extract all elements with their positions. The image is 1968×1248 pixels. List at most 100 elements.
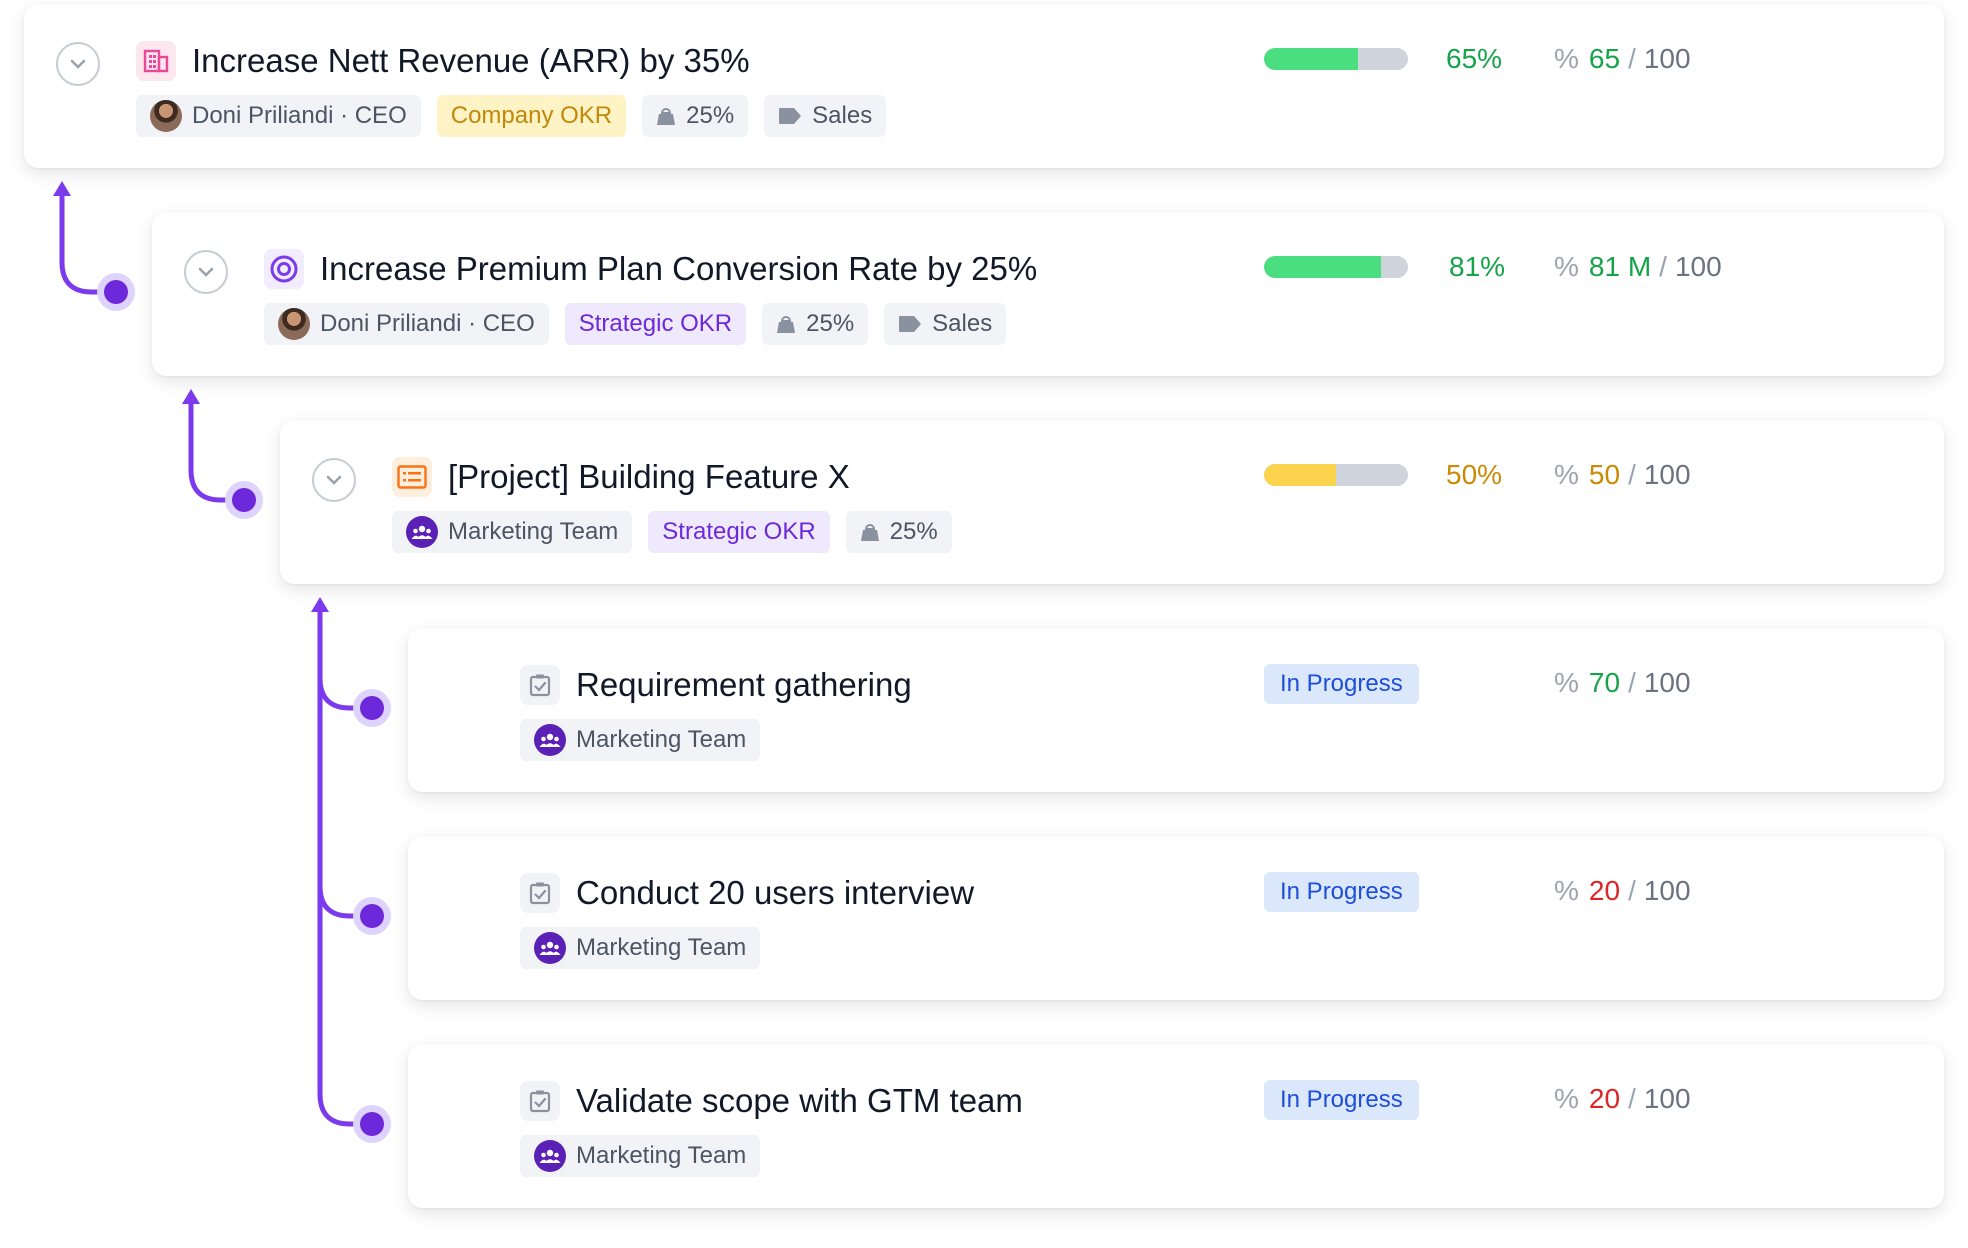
team-icon (539, 733, 561, 747)
owner-tag[interactable]: Marketing Team (520, 927, 761, 969)
weight-value: 25% (806, 310, 855, 337)
connector-node-2 (232, 488, 256, 512)
owner-tag[interactable]: Doni Priliandi · CEO (264, 303, 549, 345)
okr-card-company[interactable]: Increase Nett Revenue (ARR) by 35% Doni … (24, 4, 1944, 168)
owner-tag[interactable]: Doni Priliandi · CEO (136, 95, 421, 137)
score-max: 100 (1643, 667, 1691, 698)
score-separator: / (1628, 459, 1636, 490)
avatar (278, 308, 310, 340)
expand-toggle-button[interactable] (312, 458, 356, 502)
task-card-users-interview[interactable]: Conduct 20 users interview Marketing Tea… (408, 836, 1944, 1000)
percent-symbol: % (1554, 251, 1579, 282)
progress-bar (1264, 464, 1408, 486)
task-title[interactable]: Validate scope with GTM team (576, 1082, 1023, 1119)
expand-toggle-button[interactable] (184, 250, 228, 294)
task-tags: Marketing Team (520, 1135, 761, 1177)
avatar (150, 100, 182, 132)
connector-node-5 (360, 1112, 384, 1136)
connector-arrow-3 (311, 597, 329, 612)
task-card-requirement-gathering[interactable]: Requirement gathering Marketing Team In … (408, 628, 1944, 792)
okr-card-project[interactable]: [Project] Building Feature X Marketing T… (280, 420, 1944, 584)
owner-name: Doni Priliandi · CEO (320, 310, 535, 337)
status-badge[interactable]: In Progress (1264, 872, 1419, 912)
chevron-down-icon (198, 267, 214, 277)
label-value: Sales (932, 310, 993, 337)
owner-name: Marketing Team (576, 726, 747, 753)
okr-title[interactable]: Increase Nett Revenue (ARR) by 35% (192, 42, 750, 79)
weight-tag[interactable]: 25% (642, 95, 749, 137)
task-title[interactable]: Requirement gathering (576, 666, 912, 703)
task-tags: Marketing Team (520, 927, 761, 969)
owner-tag[interactable]: Marketing Team (520, 719, 761, 761)
task-score[interactable]: % 70/100 (1554, 666, 1691, 700)
team-icon (539, 1149, 561, 1163)
chevron-down-icon (70, 59, 86, 69)
task-score[interactable]: % 20/100 (1554, 1082, 1691, 1116)
task-score[interactable]: % 20/100 (1554, 874, 1691, 908)
task-check-icon (520, 1081, 560, 1121)
okr-card-strategic[interactable]: Increase Premium Plan Conversion Rate by… (152, 212, 1944, 376)
connector-line-2 (188, 395, 247, 503)
team-icon (539, 941, 561, 955)
weight-value: 25% (889, 518, 938, 545)
percent-symbol: % (1554, 875, 1579, 906)
weight-icon (657, 108, 676, 125)
status-badge[interactable]: In Progress (1264, 664, 1419, 704)
connector-line-1 (59, 187, 119, 295)
owner-tag[interactable]: Marketing Team (520, 1135, 761, 1177)
weight-value: 25% (686, 102, 735, 129)
team-avatar (534, 1140, 566, 1172)
task-tags: Marketing Team (520, 719, 761, 761)
score-max: 100 (1643, 43, 1691, 74)
project-icon (392, 457, 432, 497)
progress-percent: 50% (1446, 459, 1503, 490)
percent-symbol: % (1554, 459, 1579, 490)
score-max: 100 (1643, 459, 1691, 490)
owner-tag[interactable]: Marketing Team (392, 511, 633, 553)
connector-node-4 (360, 904, 384, 928)
progress-percent: 81% (1449, 251, 1506, 282)
okr-score[interactable]: % 65/100 (1554, 42, 1691, 76)
okr-type-tag[interactable]: Company OKR (436, 95, 627, 137)
score-separator: / (1628, 667, 1636, 698)
percent-symbol: % (1554, 1083, 1579, 1114)
okr-type-tag[interactable]: Strategic OKR (564, 303, 747, 345)
chevron-down-icon (326, 475, 342, 485)
score-separator: / (1659, 251, 1667, 282)
task-title[interactable]: Conduct 20 users interview (576, 874, 975, 911)
task-check-icon (520, 665, 560, 705)
connector-node-3 (360, 696, 384, 720)
weight-tag[interactable]: 25% (845, 511, 952, 553)
okr-tags: Doni Priliandi · CEO Strategic OKR 25% S… (264, 303, 1007, 345)
progress-bar-fill (1264, 256, 1381, 278)
okr-title[interactable]: [Project] Building Feature X (448, 458, 850, 495)
owner-name: Doni Priliandi · CEO (192, 102, 407, 129)
okr-type-label: Company OKR (450, 102, 613, 129)
percent-symbol: % (1554, 667, 1579, 698)
weight-icon (777, 316, 796, 333)
task-check-icon (520, 873, 560, 913)
score-value: 50 (1588, 459, 1621, 490)
score-value: 65 (1588, 43, 1621, 74)
status-badge[interactable]: In Progress (1264, 1080, 1419, 1120)
score-max: 100 (1674, 251, 1722, 282)
okr-score[interactable]: % 81 M/100 (1554, 250, 1722, 284)
score-value: 70 (1588, 667, 1621, 698)
progress-bar-fill (1264, 48, 1358, 70)
label-tag[interactable]: Sales (764, 95, 887, 137)
weight-tag[interactable]: 25% (762, 303, 869, 345)
task-card-validate-scope[interactable]: Validate scope with GTM team Marketing T… (408, 1044, 1944, 1208)
okr-title[interactable]: Increase Premium Plan Conversion Rate by… (320, 250, 1038, 287)
progress-bar (1264, 48, 1408, 70)
okr-type-label: Strategic OKR (662, 518, 816, 545)
owner-name: Marketing Team (576, 1142, 747, 1169)
label-tag[interactable]: Sales (884, 303, 1007, 345)
expand-toggle-button[interactable] (56, 42, 100, 86)
score-value: 20 (1588, 875, 1621, 906)
team-avatar (406, 516, 438, 548)
owner-name: Marketing Team (448, 518, 619, 545)
score-max: 100 (1643, 875, 1691, 906)
okr-type-tag[interactable]: Strategic OKR (648, 511, 830, 553)
building-icon (136, 41, 176, 81)
okr-score[interactable]: % 50/100 (1554, 458, 1691, 492)
